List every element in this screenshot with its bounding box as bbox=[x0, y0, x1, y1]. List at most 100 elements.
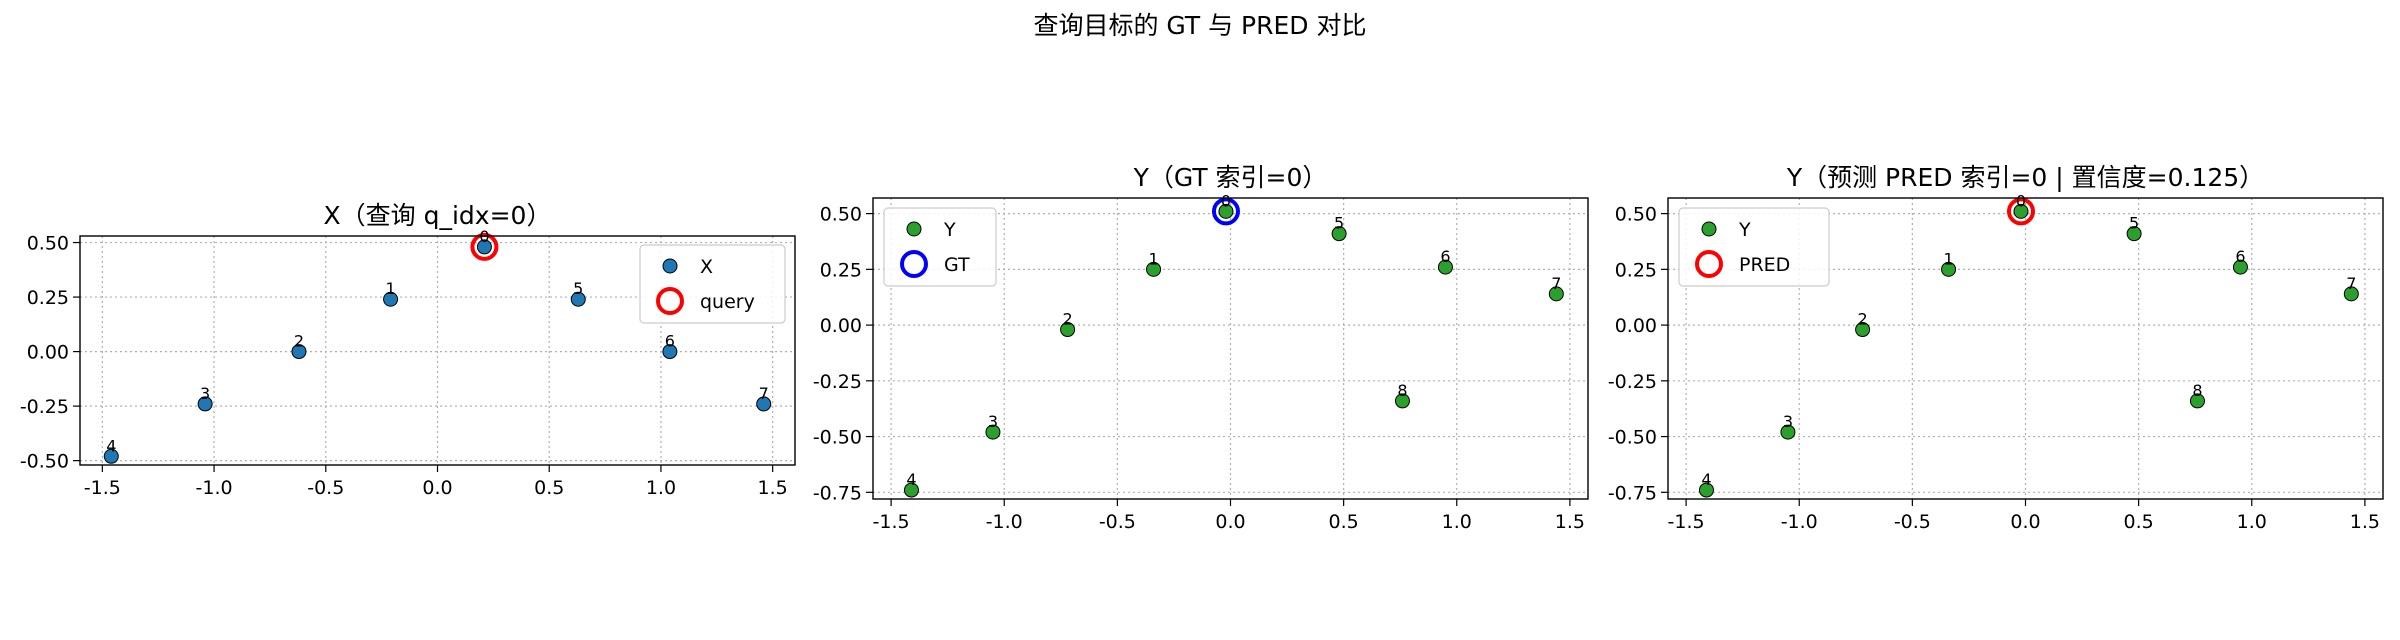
axes-frame bbox=[872, 197, 1589, 500]
scatter-point bbox=[2189, 393, 2205, 409]
legend: Y GT bbox=[883, 207, 997, 287]
scatter-point bbox=[2232, 259, 2248, 275]
point-label: 3 bbox=[1783, 412, 1793, 431]
legend-box bbox=[883, 207, 997, 287]
point-label: 0 bbox=[2016, 191, 2026, 210]
point-label: 5 bbox=[573, 279, 583, 298]
scatter-point bbox=[756, 396, 772, 412]
legend-marker-highlight bbox=[1695, 250, 1723, 278]
highlight-ring-pred bbox=[2006, 197, 2035, 226]
panel-x-query: X（查询 q_idx=0） -1.5 -1.0 -0.5 0.0 0.5 1.0 1.5 -0.… bbox=[20, 201, 796, 499]
panel-title: Y（GT 索引=0） bbox=[1133, 163, 1328, 192]
panel-y-gt: Y（GT 索引=0） -1.5 -1.0 -0.5 0.0 0.5 1.0 1.5 -0.75 -… bbox=[813, 163, 1589, 533]
highlight-ring-gt bbox=[1211, 197, 1240, 226]
point-label: 5 bbox=[1334, 214, 1344, 233]
scatter-point bbox=[662, 344, 678, 360]
legend-marker-series bbox=[1701, 221, 1717, 237]
y-tick-label: -0.50 bbox=[1608, 427, 1657, 449]
scatter-point bbox=[1331, 226, 1347, 242]
x-tick-label: 0.0 bbox=[1215, 511, 1245, 533]
x-tick-label: 1.0 bbox=[1442, 511, 1472, 533]
scatter-point bbox=[103, 448, 119, 464]
legend-label-highlight: query bbox=[700, 291, 755, 313]
scatter-point bbox=[985, 424, 1001, 440]
point-label: 4 bbox=[906, 470, 916, 489]
y-tick-label: -0.25 bbox=[1608, 371, 1657, 393]
point-label: 5 bbox=[2129, 214, 2139, 233]
legend-marker-highlight bbox=[656, 287, 684, 315]
y-tick-label: -0.50 bbox=[20, 451, 69, 473]
x-tick-label: 0.5 bbox=[1329, 511, 1359, 533]
point-label: 6 bbox=[665, 332, 675, 351]
y-tick-label: -0.50 bbox=[813, 427, 862, 449]
scatter-point bbox=[1548, 286, 1564, 302]
x-tick-label: -1.0 bbox=[196, 477, 233, 499]
scatter-point bbox=[1698, 482, 1714, 498]
point-label: 2 bbox=[1062, 310, 1072, 329]
x-tick-label: -0.5 bbox=[1099, 511, 1136, 533]
x-tick-label: 1.0 bbox=[646, 477, 676, 499]
x-tick-label: 1.0 bbox=[2237, 511, 2267, 533]
point-label: 3 bbox=[200, 384, 210, 403]
scatter-point bbox=[1437, 259, 1453, 275]
legend: Y PRED bbox=[1678, 207, 1830, 287]
legend-marker-highlight bbox=[900, 250, 928, 278]
y-tick-label: 0.00 bbox=[820, 315, 862, 337]
point-label: 4 bbox=[106, 436, 116, 455]
y-tick-label: 0.00 bbox=[27, 342, 69, 364]
scatter-point bbox=[2126, 226, 2142, 242]
y-tick-label: 0.25 bbox=[820, 259, 862, 281]
highlight-ring-query bbox=[470, 232, 499, 261]
y-tick-label: 0.25 bbox=[1615, 259, 1657, 281]
y-tick-label: 0.25 bbox=[27, 287, 69, 309]
x-tick-label: -1.5 bbox=[873, 511, 910, 533]
legend-label-series: X bbox=[700, 256, 713, 278]
axes-frame bbox=[1667, 197, 2384, 500]
scatter-point bbox=[1780, 424, 1796, 440]
legend-label-series: Y bbox=[1738, 219, 1751, 241]
x-tick-label: 1.5 bbox=[1555, 511, 1585, 533]
x-tick-label: 0.5 bbox=[2124, 511, 2154, 533]
point-label: 6 bbox=[1440, 247, 1450, 266]
scatter-point bbox=[1941, 261, 1957, 277]
legend-marker-series bbox=[906, 221, 922, 237]
x-tick-label: 0.5 bbox=[534, 477, 564, 499]
point-label: 2 bbox=[1857, 310, 1867, 329]
y-tick-label: -0.25 bbox=[20, 396, 69, 418]
point-label: 8 bbox=[2192, 381, 2202, 400]
scatter-point bbox=[476, 239, 492, 255]
scatter-point bbox=[383, 291, 399, 307]
point-label: 4 bbox=[1701, 470, 1711, 489]
y-tick-label: 0.50 bbox=[1615, 204, 1657, 226]
x-tick-label: 1.5 bbox=[758, 477, 788, 499]
point-label: 7 bbox=[2346, 274, 2356, 293]
scatter-point bbox=[570, 291, 586, 307]
legend-marker-series bbox=[662, 258, 678, 274]
scatter-point bbox=[1060, 322, 1076, 338]
panel-y-pred: Y（预测 PRED 索引=0 | 置信度=0.125）-1.5 -1.0 -0.5 0… bbox=[1608, 163, 2384, 533]
point-label: 8 bbox=[1397, 381, 1407, 400]
scatter-point bbox=[197, 396, 213, 412]
point-label: 1 bbox=[1943, 249, 1953, 268]
figure-suptitle: 查询目标的 GT 与 PRED 对比 bbox=[1033, 11, 1366, 40]
x-tick-label: 1.5 bbox=[2350, 511, 2380, 533]
point-label: 1 bbox=[385, 279, 395, 298]
panel-title: Y（预测 PRED 索引=0 | 置信度=0.125） bbox=[1786, 163, 2264, 192]
x-tick-label: -1.0 bbox=[986, 511, 1023, 533]
legend-box bbox=[1678, 207, 1830, 287]
point-label: 1 bbox=[1148, 249, 1158, 268]
scatter-point bbox=[903, 482, 919, 498]
axes-frame bbox=[79, 235, 796, 466]
point-label: 3 bbox=[988, 412, 998, 431]
point-label: 2 bbox=[294, 332, 304, 351]
y-tick-label: 0.50 bbox=[820, 204, 862, 226]
x-tick-label: -0.5 bbox=[1894, 511, 1931, 533]
legend-label-series: Y bbox=[943, 219, 956, 241]
scatter-point bbox=[2013, 203, 2029, 219]
y-tick-label: -0.75 bbox=[1608, 482, 1657, 504]
scatter-point bbox=[1218, 203, 1234, 219]
x-tick-label: -1.5 bbox=[84, 477, 121, 499]
y-tick-label: -0.25 bbox=[813, 371, 862, 393]
point-label: 7 bbox=[1551, 274, 1561, 293]
